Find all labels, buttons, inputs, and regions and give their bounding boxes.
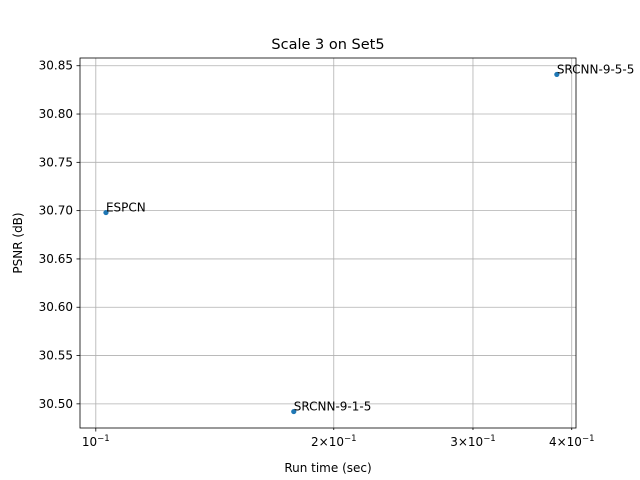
data-point [103,209,109,216]
y-tick-label: 30.85 [39,59,73,73]
point-label: ESPCN [106,201,146,215]
y-tick-label: 30.80 [39,107,73,121]
y-tick-label: 30.75 [39,155,73,169]
y-axis-ticks: 30.50 30.55 30.60 30.65 30.70 30.75 30.80 30.85 [39,59,80,411]
data-point [554,71,560,78]
x-tick-label: 3×10−1 [450,434,496,449]
x-tick-label: 4×10−1 [549,434,595,449]
x-axis-label: Run time (sec) [284,461,371,475]
y-tick-label: 30.60 [39,300,73,314]
data-point [291,408,297,415]
y-tick-label: 30.50 [39,397,73,411]
x-axis-ticks: 10−1 2×10−1 3×10−1 4×10−1 [82,428,595,449]
y-tick-label: 30.55 [39,349,73,363]
plot-frame [79,57,577,429]
data-points: ESPCN SRCNN-9-1-5 SRCNN-9-5-5 [103,62,635,415]
y-tick-label: 30.65 [39,252,73,266]
point-label: SRCNN-9-1-5 [294,400,372,414]
y-axis-label: PSNR (dB) [11,212,25,273]
x-tick-label: 2×10−1 [311,434,357,449]
x-tick-label: 10−1 [82,434,110,449]
point-label: SRCNN-9-5-5 [557,62,635,76]
chart-title: Scale 3 on Set5 [271,37,384,53]
grid-lines [80,58,576,428]
y-tick-label: 30.70 [39,204,73,218]
